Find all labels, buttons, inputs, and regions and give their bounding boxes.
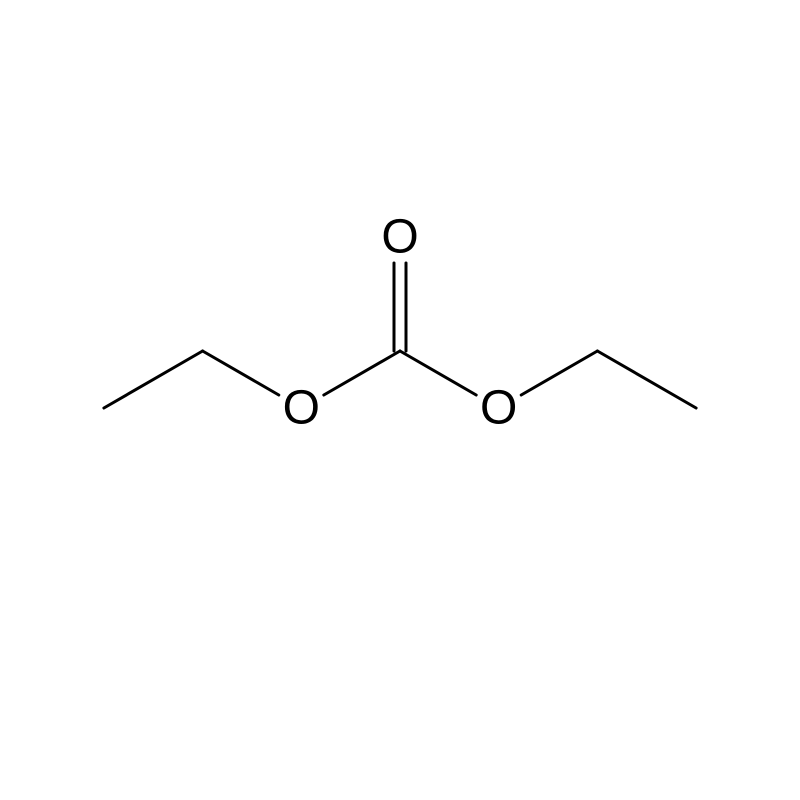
bond-line bbox=[597, 351, 696, 408]
bond-line bbox=[400, 351, 476, 395]
bond-line bbox=[104, 351, 203, 408]
bond-line bbox=[324, 351, 400, 395]
bond-line bbox=[203, 351, 279, 395]
bond-line bbox=[521, 351, 597, 395]
molecule-canvas: O O O bbox=[0, 0, 800, 800]
atom-label: O bbox=[381, 211, 418, 264]
atom-label: O bbox=[283, 382, 320, 435]
atom-label: O bbox=[480, 382, 517, 435]
